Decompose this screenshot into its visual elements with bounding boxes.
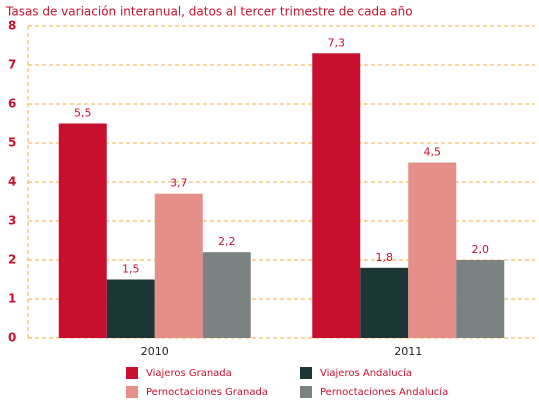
legend-label: Pernoctaciones Granada	[146, 387, 268, 398]
y-tick-label: 7	[8, 58, 16, 72]
value-label: 3,7	[170, 177, 188, 190]
y-tick-label: 1	[8, 292, 16, 306]
value-label: 2,0	[472, 243, 490, 256]
x-tick-label: 2011	[394, 345, 422, 358]
bar	[58, 123, 107, 338]
value-label: 1,8	[376, 251, 394, 264]
legend-label: Viajeros Granada	[146, 368, 232, 379]
y-tick-label: 6	[8, 97, 16, 111]
bar	[312, 53, 361, 339]
bar	[106, 279, 155, 338]
x-tick-label: 2010	[141, 345, 169, 358]
bar	[456, 260, 505, 338]
legend-swatch	[300, 386, 312, 398]
y-tick-label: 5	[8, 136, 16, 150]
y-tick-label: 8	[8, 19, 16, 33]
chart-title: Tasas de variación interanual, datos al …	[5, 5, 413, 19]
bar	[408, 162, 457, 338]
value-label: 1,5	[122, 263, 140, 276]
value-label: 2,2	[218, 235, 236, 248]
value-label: 4,5	[424, 146, 442, 159]
y-tick-label: 3	[8, 214, 16, 228]
value-label: 7,3	[328, 36, 346, 49]
legend-label: Viajeros Andalucía	[320, 367, 412, 379]
bar	[360, 267, 409, 338]
legend-swatch	[126, 367, 138, 379]
legend-swatch	[126, 386, 138, 398]
bar	[154, 193, 203, 338]
y-tick-label: 4	[8, 175, 16, 189]
legend-swatch	[300, 367, 312, 379]
y-tick-label: 2	[8, 253, 16, 267]
y-tick-label: 0	[8, 331, 16, 345]
legend-label: Pernoctaciones Andalucía	[320, 386, 448, 398]
value-label: 5,5	[74, 107, 92, 120]
bar	[202, 252, 251, 338]
